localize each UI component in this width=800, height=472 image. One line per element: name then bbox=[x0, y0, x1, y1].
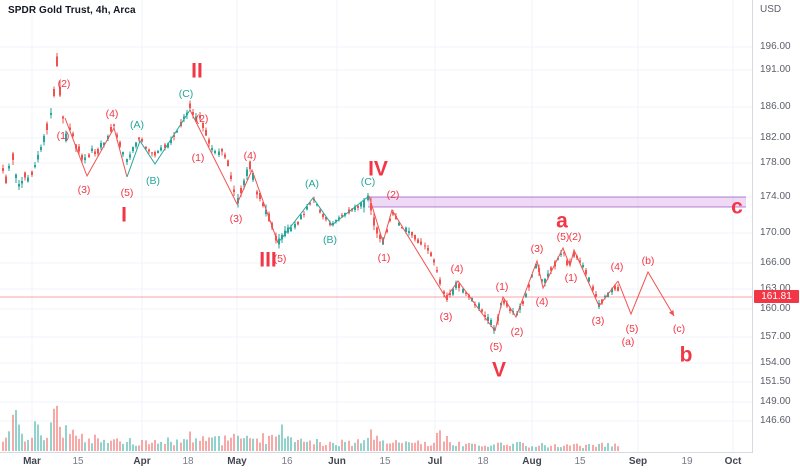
trend-line[interactable] bbox=[494, 246, 619, 332]
wave-label[interactable]: c bbox=[731, 196, 743, 219]
wave-label[interactable]: (A) bbox=[305, 178, 319, 190]
time-tick-month: Jun bbox=[328, 456, 346, 467]
trend-line[interactable] bbox=[277, 195, 370, 244]
wave-label[interactable]: (B) bbox=[323, 234, 337, 246]
wave-label[interactable]: (1) bbox=[192, 152, 205, 164]
time-tick-month: Jul bbox=[427, 456, 443, 467]
wave-label[interactable]: (3) bbox=[230, 213, 243, 225]
wave-label[interactable]: b bbox=[680, 344, 693, 367]
price-tick-label: 178.00 bbox=[760, 157, 791, 168]
current-price-label: 161.81 bbox=[754, 290, 799, 303]
wave-label[interactable]: I bbox=[121, 204, 127, 227]
wave-label[interactable]: a bbox=[556, 210, 568, 233]
resistance-band[interactable] bbox=[368, 196, 746, 208]
time-tick-day: 15 bbox=[72, 456, 84, 467]
wave-label[interactable]: (4) bbox=[106, 108, 119, 120]
wave-label[interactable]: (1) bbox=[496, 281, 509, 293]
price-tick-label: 163.00 bbox=[760, 283, 791, 294]
price-tick-label: 174.00 bbox=[760, 191, 791, 202]
wave-label[interactable]: (a) bbox=[622, 336, 635, 348]
wave-label[interactable]: (5) bbox=[557, 231, 570, 243]
wave-label[interactable]: (A) bbox=[130, 119, 144, 131]
wave-label[interactable]: (1) bbox=[57, 130, 70, 142]
price-tick-label: 170.00 bbox=[760, 227, 791, 238]
time-tick-month: May bbox=[227, 456, 247, 467]
wave-label[interactable]: (4) bbox=[451, 263, 464, 275]
currency-label: USD bbox=[760, 4, 782, 15]
price-tick-label: 191.00 bbox=[760, 64, 791, 75]
price-tick-label: 151.50 bbox=[760, 376, 791, 387]
wave-label[interactable]: (2) bbox=[511, 326, 524, 338]
candles-layer bbox=[2, 52, 619, 334]
volume-layer bbox=[2, 405, 619, 451]
trend-lines-layer[interactable] bbox=[64, 109, 675, 332]
wave-label[interactable]: (2) bbox=[196, 113, 209, 125]
wave-label[interactable]: (3) bbox=[78, 184, 91, 196]
wave-label[interactable]: IV bbox=[368, 158, 388, 181]
time-tick-day: 18 bbox=[477, 456, 489, 467]
trend-line[interactable] bbox=[368, 195, 496, 332]
price-tick-label: 160.00 bbox=[760, 303, 791, 314]
wave-label[interactable]: (1) bbox=[565, 272, 578, 284]
wave-label[interactable]: (1) bbox=[378, 252, 391, 264]
wave-label[interactable]: (5) bbox=[121, 187, 134, 199]
time-tick-month: Sep bbox=[628, 456, 648, 467]
price-axis[interactable]: USD 196.00 191.00 186.00 182.00 178.00 174.00… bbox=[753, 0, 800, 452]
wave-label[interactable]: (3) bbox=[592, 315, 605, 327]
wave-labels-layer[interactable]: IIIIIIIVVabc(1)(2)(3)(4)(5)(1)(2)(3)(4)(… bbox=[57, 60, 744, 382]
wave-label[interactable]: (2) bbox=[387, 189, 400, 201]
wave-label[interactable]: (5) bbox=[626, 323, 639, 335]
wave-label[interactable]: (2) bbox=[58, 78, 71, 90]
price-tick-label: 154.00 bbox=[760, 357, 791, 368]
trend-line[interactable] bbox=[64, 117, 128, 178]
wave-label[interactable]: (5) bbox=[274, 253, 287, 265]
time-tick-day: 16 bbox=[281, 456, 293, 467]
trend-line[interactable] bbox=[189, 109, 279, 244]
wave-label[interactable]: (4) bbox=[611, 261, 624, 273]
wave-label[interactable]: (b) bbox=[642, 255, 655, 267]
time-tick-month: Apr bbox=[133, 456, 151, 467]
wave-label[interactable]: (C) bbox=[179, 88, 194, 100]
wave-label[interactable]: (5) bbox=[490, 341, 503, 353]
time-axis[interactable]: Mar 15 Apr 18 May 16 Jun 15 Jul 18 Aug 15 Sep 19 Oct bbox=[0, 453, 800, 472]
wave-label[interactable]: (4) bbox=[536, 296, 549, 308]
time-tick-day: 15 bbox=[379, 456, 391, 467]
wave-label[interactable]: (c) bbox=[673, 323, 685, 335]
price-tick-label: 196.00 bbox=[760, 41, 791, 52]
price-tick-label: 149.00 bbox=[760, 396, 791, 407]
wave-label[interactable]: (B) bbox=[146, 175, 160, 187]
trend-line[interactable] bbox=[126, 109, 191, 178]
wave-label[interactable]: V bbox=[492, 359, 506, 382]
wave-label[interactable]: (C) bbox=[361, 176, 376, 188]
grid-layer bbox=[0, 0, 752, 452]
price-tick-label: 146.60 bbox=[760, 415, 791, 426]
wave-label[interactable]: (2) bbox=[569, 231, 582, 243]
wave-label[interactable]: (3) bbox=[531, 243, 544, 255]
trend-line[interactable] bbox=[617, 270, 675, 317]
wave-label[interactable]: (4) bbox=[244, 150, 257, 162]
time-tick-month: Oct bbox=[724, 456, 742, 467]
time-tick-day: 18 bbox=[182, 456, 194, 467]
time-tick-month: Mar bbox=[23, 456, 41, 467]
wave-label[interactable]: II bbox=[191, 60, 203, 83]
arrowhead bbox=[669, 310, 674, 316]
price-tick-label: 166.00 bbox=[760, 257, 791, 268]
price-tick-label: 186.00 bbox=[760, 101, 791, 112]
time-tick-day: 15 bbox=[574, 456, 586, 467]
chart-canvas[interactable]: IIIIIIIVVabc(1)(2)(3)(4)(5)(1)(2)(3)(4)(… bbox=[0, 0, 752, 452]
price-tick-label: 157.00 bbox=[760, 331, 791, 342]
time-tick-day: 19 bbox=[681, 456, 693, 467]
time-tick-month: Aug bbox=[522, 456, 542, 467]
wave-label[interactable]: III bbox=[259, 249, 277, 272]
symbol-title[interactable]: SPDR Gold Trust, 4h, Arca bbox=[8, 5, 136, 16]
price-tick-label: 182.00 bbox=[760, 132, 791, 143]
wave-label[interactable]: (3) bbox=[440, 311, 453, 323]
